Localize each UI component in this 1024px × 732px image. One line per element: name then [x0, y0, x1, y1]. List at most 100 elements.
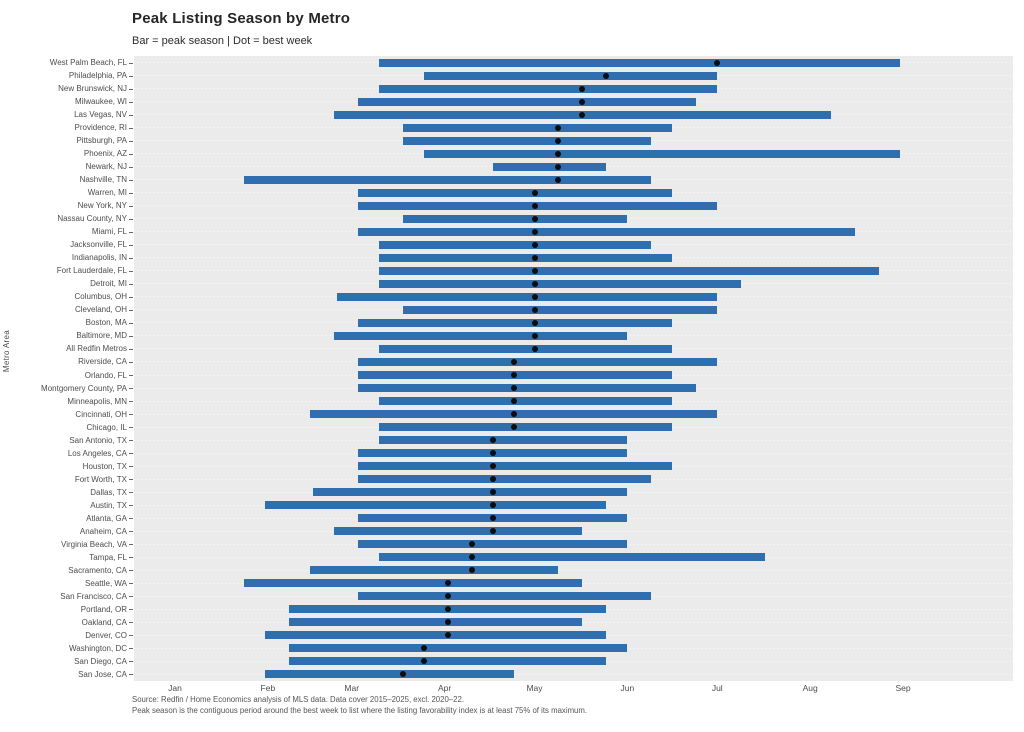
best-week-dot	[444, 619, 451, 626]
y-tick	[129, 388, 133, 390]
y-axis-label: Oakland, CA	[81, 617, 127, 627]
best-week-dot	[603, 72, 610, 79]
y-tick	[129, 583, 133, 585]
peak-season-bar	[378, 553, 766, 562]
y-tick	[129, 75, 133, 77]
y-axis-label: Cincinnati, OH	[75, 409, 127, 419]
best-week-dot	[489, 450, 496, 457]
y-tick	[129, 375, 133, 376]
best-week-dot	[489, 437, 496, 444]
y-axis-label: Seattle, WA	[85, 578, 127, 588]
best-week-dot	[444, 593, 451, 600]
peak-season-bar	[336, 292, 718, 301]
y-tick	[129, 270, 133, 272]
row-gridline	[134, 673, 1013, 675]
peak-season-bar	[243, 579, 583, 588]
best-week-dot	[531, 345, 538, 352]
y-tick	[129, 361, 133, 363]
peak-season-bar	[492, 162, 607, 171]
y-axis-label: San Diego, CA	[74, 656, 127, 666]
best-week-dot	[420, 658, 427, 665]
y-tick	[129, 179, 133, 181]
y-axis-label: Montgomery County, PA	[41, 383, 127, 393]
best-week-dot	[531, 215, 538, 222]
y-tick	[129, 531, 133, 533]
y-tick	[129, 674, 133, 676]
best-week-dot	[531, 189, 538, 196]
chart-subtitle: Bar = peak season | Dot = best week	[132, 35, 313, 47]
y-axis-label: All Redfin Metros	[66, 344, 127, 354]
best-week-dot	[579, 98, 586, 105]
y-axis-label: Detroit, MI	[90, 279, 127, 289]
best-week-dot	[444, 632, 451, 639]
y-tick	[129, 296, 133, 298]
y-axis-label: Baltimore, MD	[76, 331, 127, 341]
best-week-dot	[444, 580, 451, 587]
y-axis-label: Miami, FL	[91, 227, 127, 237]
peak-season-bar	[357, 318, 673, 327]
y-tick	[129, 427, 133, 429]
best-week-dot	[531, 254, 538, 261]
best-week-dot	[489, 528, 496, 535]
peak-season-bar	[378, 397, 673, 406]
best-week-dot	[531, 280, 538, 287]
x-axis-tick-label: Jun	[620, 683, 635, 693]
y-axis-label: Fort Lauderdale, FL	[56, 266, 127, 276]
best-week-dot	[510, 358, 517, 365]
best-week-dot	[555, 176, 562, 183]
y-tick	[129, 348, 133, 350]
best-week-dot	[531, 267, 538, 274]
peak-season-bar	[378, 423, 673, 432]
x-axis-tick-label: Jul	[711, 683, 723, 693]
y-axis-label: Providence, RI	[74, 123, 127, 133]
y-tick	[129, 414, 133, 416]
peak-season-bar	[288, 644, 628, 653]
best-week-dot	[714, 59, 721, 66]
peak-season-bar	[333, 527, 583, 536]
y-axis-label: Fort Worth, TX	[74, 474, 127, 484]
peak-season-bar	[378, 58, 900, 67]
y-tick	[129, 257, 133, 259]
best-week-dot	[510, 411, 517, 418]
best-week-dot	[555, 137, 562, 144]
best-week-dot	[555, 150, 562, 157]
best-week-dot	[420, 645, 427, 652]
best-week-dot	[531, 332, 538, 339]
y-axis-label: Austin, TX	[90, 500, 127, 510]
y-tick	[129, 192, 133, 194]
x-axis-tick-label: Sep	[895, 683, 911, 693]
best-week-dot	[510, 398, 517, 405]
y-axis-label: Tampa, FL	[89, 552, 127, 562]
y-axis-label: New Brunswick, NJ	[58, 84, 127, 94]
y-axis-label: Washington, DC	[69, 643, 127, 653]
best-week-dot	[531, 306, 538, 313]
y-axis-label: Houston, TX	[82, 461, 127, 471]
peak-season-bar	[243, 175, 652, 184]
x-axis-tick-label: Apr	[438, 683, 452, 693]
y-axis-label: New York, NY	[77, 201, 127, 211]
y-axis-label: Atlanta, GA	[86, 513, 127, 523]
y-axis-label: Philadelphia, PA	[68, 71, 127, 81]
peak-season-bar	[309, 566, 559, 575]
y-tick	[129, 518, 133, 520]
y-tick	[129, 322, 133, 324]
peak-season-bar	[423, 71, 718, 80]
peak-season-bar	[357, 97, 697, 106]
best-week-dot	[579, 111, 586, 118]
peak-season-bar	[402, 305, 718, 314]
peak-season-bar	[357, 592, 652, 601]
y-tick	[129, 101, 133, 103]
best-week-dot	[531, 202, 538, 209]
best-week-dot	[489, 515, 496, 522]
y-axis-label: San Jose, CA	[78, 669, 127, 679]
y-tick	[129, 479, 133, 481]
best-week-dot	[531, 293, 538, 300]
y-axis-label: Virginia Beach, VA	[61, 539, 127, 549]
y-axis-label: Minneapolis, MN	[67, 396, 127, 406]
y-tick	[129, 218, 133, 220]
y-tick	[129, 309, 133, 311]
peak-season-bar	[423, 149, 900, 158]
y-tick	[129, 492, 133, 494]
y-tick	[129, 283, 133, 285]
